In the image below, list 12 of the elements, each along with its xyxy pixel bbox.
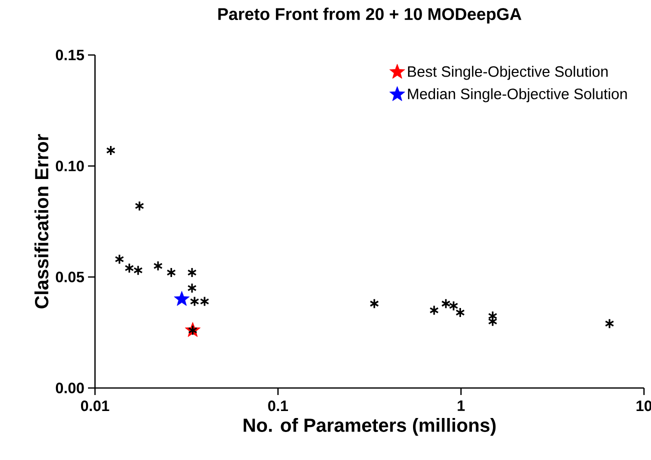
- y-axis-title: Classification Error: [34, 134, 48, 308]
- x-tick-label: 0.1: [268, 400, 288, 412]
- x-axis-title: No. of Parameters (millions): [244, 418, 496, 436]
- x-tick-label: 0.01: [81, 400, 110, 412]
- chart-title: Pareto Front from 20 + 10 MODeepGA: [218, 8, 522, 24]
- y-tick-label: 0.05: [56, 272, 84, 282]
- x-tick-label: 1: [458, 400, 465, 411]
- legend-label: Median Single-Objective Solution: [408, 88, 627, 102]
- y-tick-label: 0.00: [56, 382, 84, 394]
- y-tick-label: 0.10: [56, 160, 84, 172]
- y-tick-label: 0.15: [56, 50, 84, 60]
- legend-label: Best Single-Objective Solution: [408, 66, 608, 80]
